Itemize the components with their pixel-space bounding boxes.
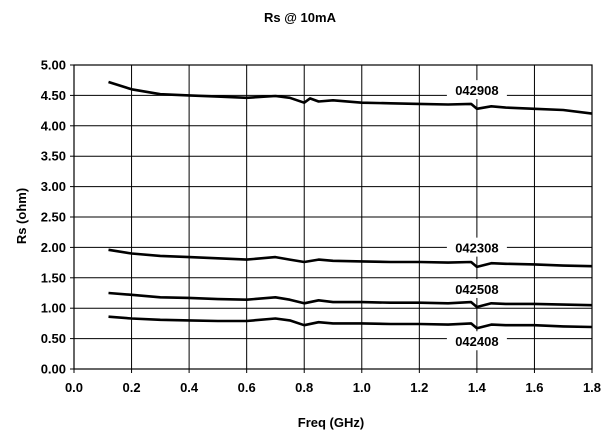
- y-tick-label: 4.50: [41, 88, 66, 103]
- series-line: [108, 291, 593, 309]
- x-tick-label: 0.4: [180, 380, 199, 395]
- y-tick-label: 1.50: [41, 270, 66, 285]
- y-tick-label: 0.00: [41, 362, 66, 377]
- x-tick-label: 0.6: [238, 380, 256, 395]
- y-tick-label: 5.00: [41, 58, 66, 73]
- series-label-bg: [446, 237, 507, 257]
- x-tick-label: 1.0: [353, 380, 371, 395]
- series-line: [108, 315, 593, 330]
- x-tick-label: 1.8: [583, 380, 601, 395]
- x-tick-label: 1.6: [525, 380, 543, 395]
- y-axis-label: Rs (ohm): [14, 188, 29, 244]
- series-line: [108, 80, 593, 115]
- y-tick-label: 4.00: [41, 118, 66, 133]
- series-label-bg: [446, 80, 507, 100]
- series-labels: 042908 042308 042508 042408: [446, 80, 507, 351]
- chart-title: Rs @ 10mA: [264, 10, 337, 25]
- x-tick-label: 1.2: [410, 380, 428, 395]
- x-tick-label: 0.0: [65, 380, 83, 395]
- x-tick-labels: 0.0 0.2 0.4 0.6 0.8 1.0 1.2 1.4 1.6 1.8: [65, 380, 601, 395]
- series-lines: [108, 80, 593, 330]
- series-line: [108, 248, 593, 269]
- series-label: 042908: [455, 83, 498, 98]
- y-tick-label: 2.50: [41, 210, 66, 225]
- plot-frame: [73, 64, 593, 370]
- series-label-bg: [446, 278, 507, 298]
- series-label: 042508: [455, 282, 498, 297]
- x-tick-label: 0.8: [295, 380, 313, 395]
- x-axis-label: Freq (GHz): [298, 415, 364, 430]
- y-tick-label: 3.00: [41, 179, 66, 194]
- axes: [70, 64, 593, 373]
- x-tick-label: 1.4: [468, 380, 487, 395]
- y-tick-label: 3.50: [41, 149, 66, 164]
- y-tick-label: 1.00: [41, 301, 66, 316]
- series-label: 042408: [455, 334, 498, 349]
- y-tick-label: 0.50: [41, 331, 66, 346]
- series-label-bg: [446, 331, 507, 351]
- series-label: 042308: [455, 241, 498, 256]
- y-tick-labels: 0.00 0.50 1.00 1.50 2.00 2.50 3.00 3.50 4.00 4.50…: [41, 58, 66, 377]
- x-tick-label: 0.2: [123, 380, 141, 395]
- y-tick-label: 2.00: [41, 240, 66, 255]
